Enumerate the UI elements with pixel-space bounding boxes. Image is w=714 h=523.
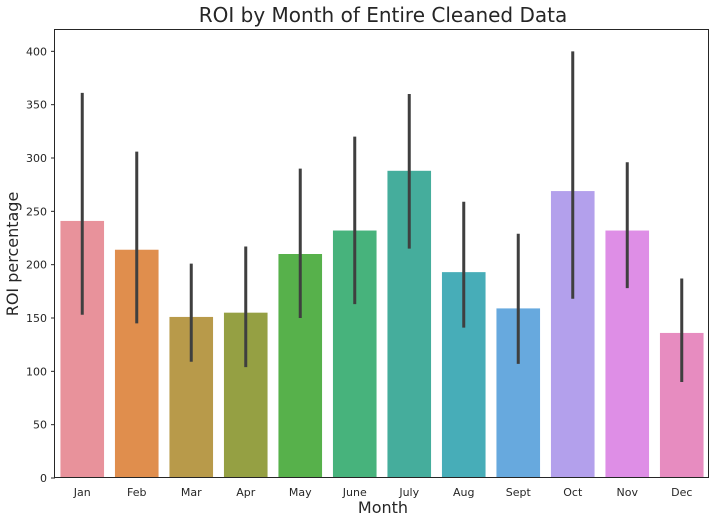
y-tick-label: 300 [26, 152, 47, 165]
x-tick-label: May [289, 486, 312, 499]
y-tick-label: 150 [26, 312, 47, 325]
x-tick-label: Nov [617, 486, 639, 499]
y-tick-label: 200 [26, 259, 47, 272]
x-tick-label: Apr [236, 486, 256, 499]
plot-frame [54, 29, 709, 478]
x-tick-label: Sept [506, 486, 532, 499]
x-tick-label: Feb [127, 486, 146, 499]
y-tick-label: 0 [40, 472, 47, 485]
x-axis-label: Month [358, 498, 408, 517]
x-tick-label: July [398, 486, 419, 499]
y-tick-label: 250 [26, 205, 47, 218]
x-tick-label: Oct [563, 486, 583, 499]
chart-title: ROI by Month of Entire Cleaned Data [199, 3, 568, 27]
x-tick-label: Aug [453, 486, 474, 499]
x-tick-label: Mar [181, 486, 202, 499]
x-tick-label: Dec [671, 486, 692, 499]
y-axis-label: ROI percentage [3, 192, 22, 317]
y-tick-label: 350 [26, 99, 47, 112]
x-tick-label: June [342, 486, 367, 499]
y-tick-label: 400 [26, 45, 47, 58]
y-tick-label: 50 [33, 419, 47, 432]
y-tick-label: 100 [26, 365, 47, 378]
x-tick-label: Jan [73, 486, 91, 499]
